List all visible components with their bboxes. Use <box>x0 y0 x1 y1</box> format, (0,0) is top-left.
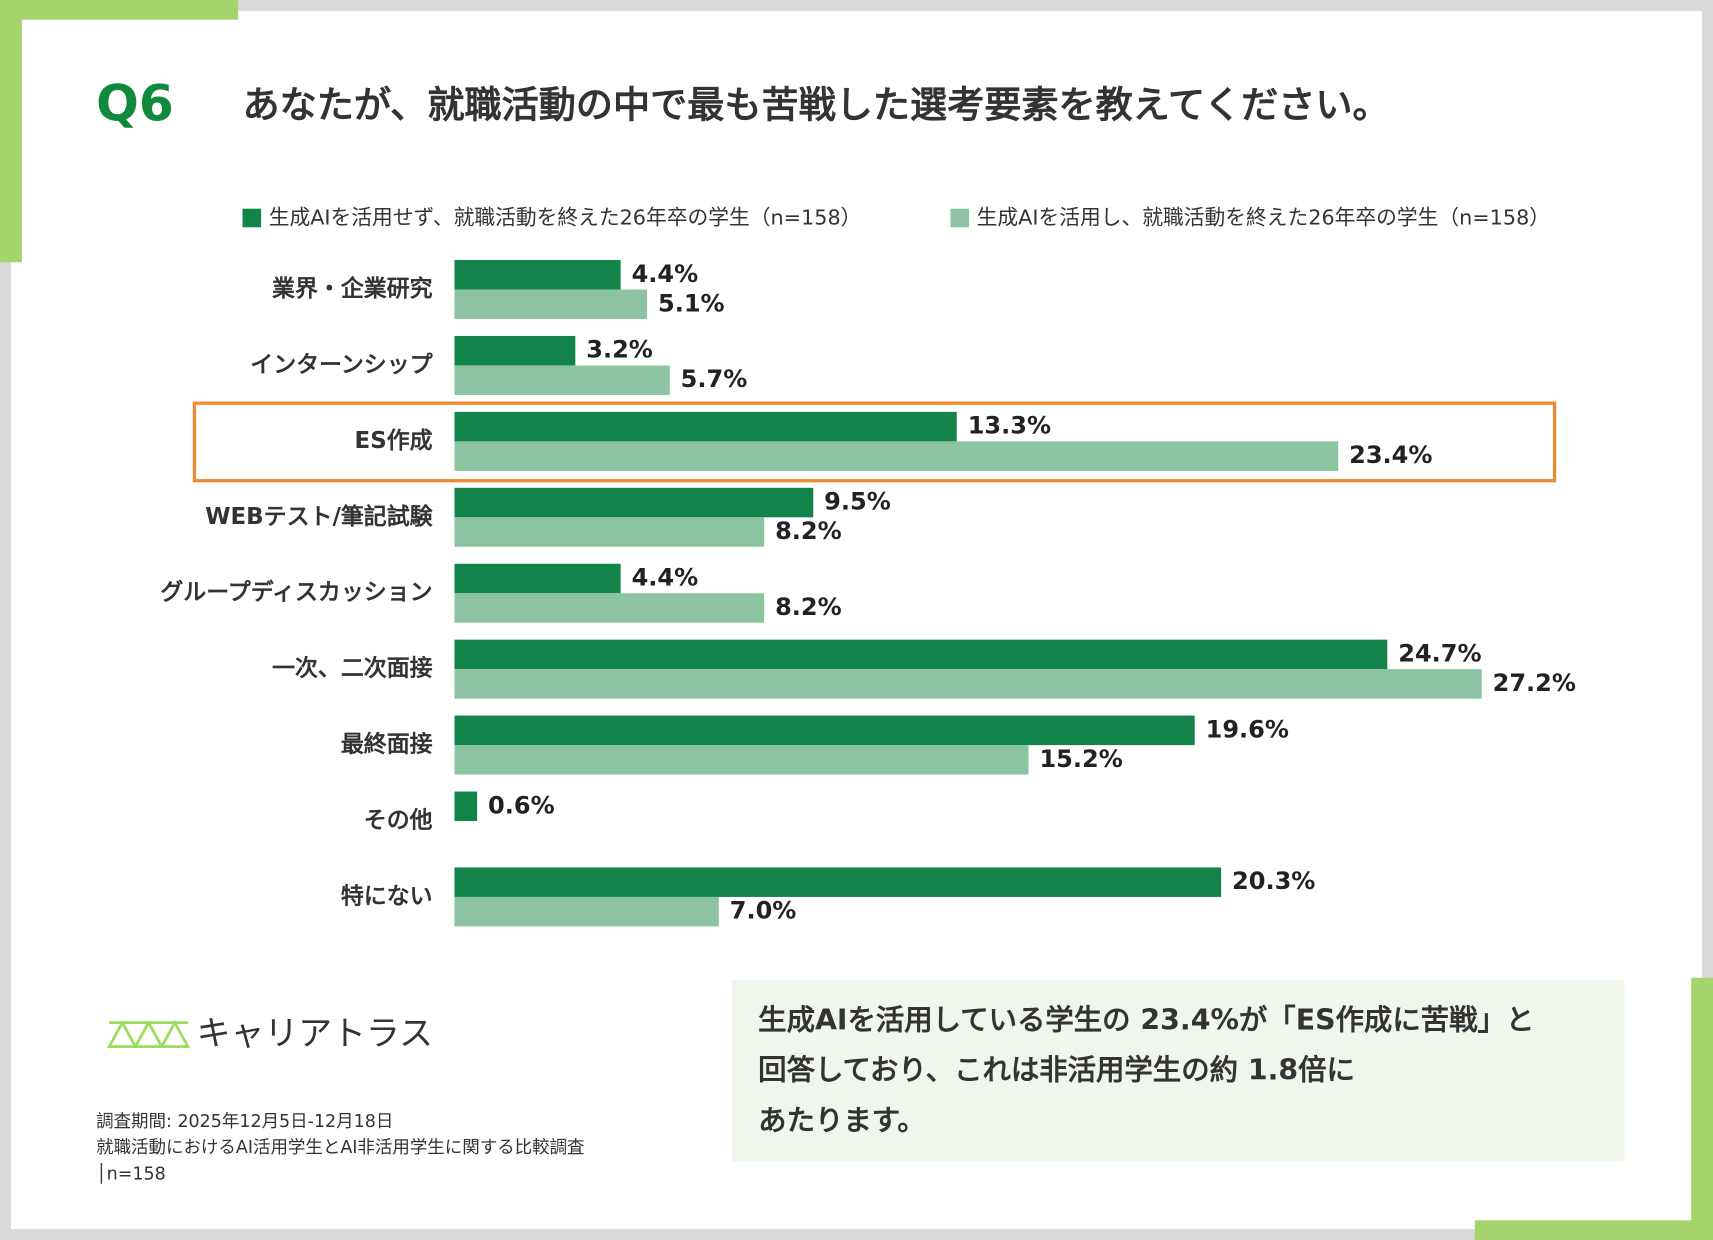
bar <box>454 896 719 927</box>
bar <box>454 441 1339 471</box>
legend-label: 生成AIを活用せず、就職活動を終えた26年卒の学生（n=158） <box>269 206 862 230</box>
bar <box>454 487 814 518</box>
bar <box>454 639 1388 670</box>
callout-box <box>731 979 1625 1162</box>
value-label: 3.2% <box>586 336 653 364</box>
value-label: 23.4% <box>1349 441 1432 469</box>
value-label: 24.7% <box>1398 639 1481 667</box>
footnote: │n=158 <box>96 1162 166 1184</box>
legend-swatch <box>950 208 970 228</box>
category-label: グループディスカッション <box>160 579 432 606</box>
value-label: 4.4% <box>632 563 699 591</box>
category-label: 一次、二次面接 <box>272 655 433 682</box>
bar <box>454 669 1482 699</box>
question-number: Q6 <box>96 74 174 133</box>
value-label: 0.6% <box>488 791 555 819</box>
bar <box>454 335 576 366</box>
bar <box>454 289 648 320</box>
logo-text: キャリアトラス <box>197 1014 433 1053</box>
legend-label: 生成AIを活用し、就職活動を終えた26年卒の学生（n=158） <box>977 206 1550 230</box>
corner-accent <box>0 0 22 263</box>
callout-text: 生成AIを活用している学生の 23.4%が「ES作成に苦戦」と <box>758 1003 1534 1036</box>
value-label: 9.5% <box>824 488 891 516</box>
category-label: WEBテスト/筆記試験 <box>205 503 433 530</box>
value-label: 8.2% <box>775 593 842 621</box>
bar <box>454 365 670 395</box>
corner-accent <box>1691 977 1713 1240</box>
value-label: 13.3% <box>968 412 1051 440</box>
corner-accent <box>1474 1220 1713 1240</box>
footnote: 調査期間: 2025年12月5日-12月18日 <box>96 1112 393 1132</box>
bar <box>454 260 621 290</box>
category-label: 最終面接 <box>341 731 433 758</box>
bar <box>454 563 621 594</box>
title: あなたが、就職活動の中で最も苦戦した選考要素を教えてください。 <box>243 84 1390 127</box>
bar <box>454 593 765 623</box>
value-label: 15.2% <box>1039 745 1122 773</box>
bar <box>454 791 478 822</box>
category-label: 業界・企業研究 <box>271 275 433 302</box>
category-label: 特にない <box>341 883 433 909</box>
value-label: 8.2% <box>775 517 842 545</box>
bar <box>454 715 1195 746</box>
logo-mark <box>106 1019 191 1048</box>
callout-text: 回答しており、これは非活用学生の約 1.8倍に <box>758 1054 1355 1087</box>
value-label: 20.3% <box>1232 867 1315 895</box>
highlight-box <box>192 401 1557 483</box>
value-label: 5.7% <box>681 365 748 393</box>
category-label: ES作成 <box>355 428 433 454</box>
callout-text: あたります。 <box>758 1104 926 1137</box>
bar <box>454 867 1222 897</box>
value-label: 19.6% <box>1206 715 1289 743</box>
bar <box>454 745 1029 775</box>
value-label: 27.2% <box>1493 669 1576 697</box>
category-label: インターンシップ <box>250 352 432 378</box>
value-label: 5.1% <box>658 289 725 317</box>
bar <box>454 517 765 547</box>
category-label: その他 <box>364 808 433 834</box>
value-label: 7.0% <box>730 897 797 925</box>
corner-accent <box>0 0 239 20</box>
legend-swatch <box>242 208 262 228</box>
footnote: 就職活動におけるAI活用学生とAI非活用学生に関する比較調査 <box>96 1138 584 1158</box>
value-label: 4.4% <box>632 260 699 288</box>
bar <box>454 411 957 442</box>
